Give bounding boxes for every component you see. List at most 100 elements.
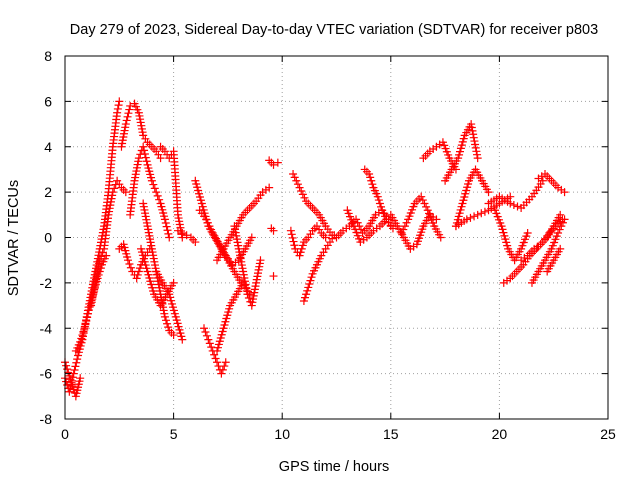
- data-point: [67, 378, 76, 387]
- data-point: [79, 327, 88, 336]
- data-point: [367, 176, 376, 185]
- data-point: [509, 200, 518, 209]
- data-point: [295, 183, 304, 192]
- data-point: [70, 365, 79, 374]
- series-trace-11: [173, 226, 200, 247]
- data-point: [321, 233, 330, 242]
- data-point: [402, 218, 411, 227]
- series-trace-22: [286, 222, 330, 260]
- data-point: [211, 354, 220, 363]
- data-point: [400, 222, 409, 231]
- data-point: [377, 202, 386, 211]
- data-point: [306, 276, 315, 285]
- data-point: [295, 251, 304, 260]
- data-point: [122, 116, 131, 125]
- data-point: [115, 97, 124, 106]
- data-point: [71, 362, 80, 371]
- x-tick-label: 5: [170, 426, 178, 442]
- data-point: [556, 244, 565, 253]
- data-point: [69, 369, 78, 378]
- data-point: [560, 188, 569, 197]
- data-point: [290, 241, 299, 250]
- chart-title: Day 279 of 2023, Sidereal Day-to-day VTE…: [70, 22, 598, 38]
- data-point: [305, 280, 314, 289]
- data-point: [468, 126, 477, 135]
- grid-lines: [65, 56, 608, 419]
- data-point: [77, 334, 86, 343]
- series-trace-21: [289, 169, 337, 240]
- data-point: [156, 154, 165, 163]
- data-point: [243, 290, 252, 299]
- data-point: [466, 213, 475, 222]
- series-trace-38: [527, 215, 569, 287]
- data-point: [420, 199, 429, 208]
- data-point: [471, 140, 480, 149]
- series-trace-27: [386, 210, 441, 253]
- data-point: [147, 176, 156, 185]
- data-point: [113, 104, 122, 113]
- data-point: [273, 158, 282, 167]
- data-point: [108, 188, 117, 197]
- series-trace-3: [87, 176, 130, 310]
- data-point: [65, 387, 74, 396]
- data-point: [132, 274, 141, 283]
- data-point: [134, 267, 143, 276]
- data-point: [292, 176, 301, 185]
- data-point: [153, 191, 162, 200]
- data-point: [165, 233, 174, 242]
- data-point: [126, 263, 135, 272]
- data-point: [121, 120, 130, 129]
- data-point: [436, 233, 445, 242]
- x-tick-label: 25: [600, 426, 616, 442]
- data-point: [555, 225, 564, 234]
- data-point: [202, 331, 211, 340]
- data-point: [375, 199, 384, 208]
- data-point: [83, 313, 92, 322]
- data-point: [269, 160, 278, 169]
- data-point: [202, 215, 211, 224]
- data-point: [366, 173, 375, 182]
- series-trace-4: [117, 99, 165, 163]
- data-point: [82, 316, 91, 325]
- data-point: [142, 157, 151, 166]
- data-point: [269, 272, 278, 281]
- series-trace-19: [267, 224, 278, 235]
- data-point: [191, 238, 200, 247]
- data-point: [558, 218, 567, 227]
- data-point: [205, 339, 214, 348]
- y-tick-label: 4: [44, 139, 52, 155]
- data-point: [422, 202, 431, 211]
- data-point: [467, 123, 476, 132]
- data-point: [289, 237, 298, 246]
- series-trace-37: [517, 210, 565, 265]
- data-point: [182, 231, 191, 240]
- series-trace-15: [200, 324, 230, 378]
- data-point: [373, 192, 382, 201]
- data-point: [301, 293, 310, 302]
- data-point: [470, 137, 479, 146]
- series-trace-8: [152, 267, 187, 344]
- data-point: [125, 259, 134, 268]
- data-point: [110, 184, 119, 193]
- data-point: [164, 229, 173, 238]
- y-tick-label: -8: [40, 411, 53, 427]
- x-axis-label: GPS time / hours: [279, 459, 389, 475]
- data-point: [113, 108, 122, 117]
- y-tick-label: -4: [40, 320, 53, 336]
- data-point: [203, 218, 212, 227]
- data-point: [538, 176, 547, 185]
- data-point: [84, 309, 93, 318]
- data-point: [163, 319, 172, 328]
- data-point: [135, 264, 144, 273]
- data-point: [114, 101, 123, 110]
- data-point: [125, 105, 134, 114]
- data-point: [304, 283, 313, 292]
- data-point: [73, 355, 82, 364]
- data-point: [298, 241, 307, 250]
- data-point: [296, 248, 305, 257]
- series-trace-30: [441, 120, 482, 185]
- data-point: [302, 290, 311, 299]
- data-point: [288, 233, 297, 242]
- data-point: [480, 207, 489, 216]
- data-point: [78, 331, 87, 340]
